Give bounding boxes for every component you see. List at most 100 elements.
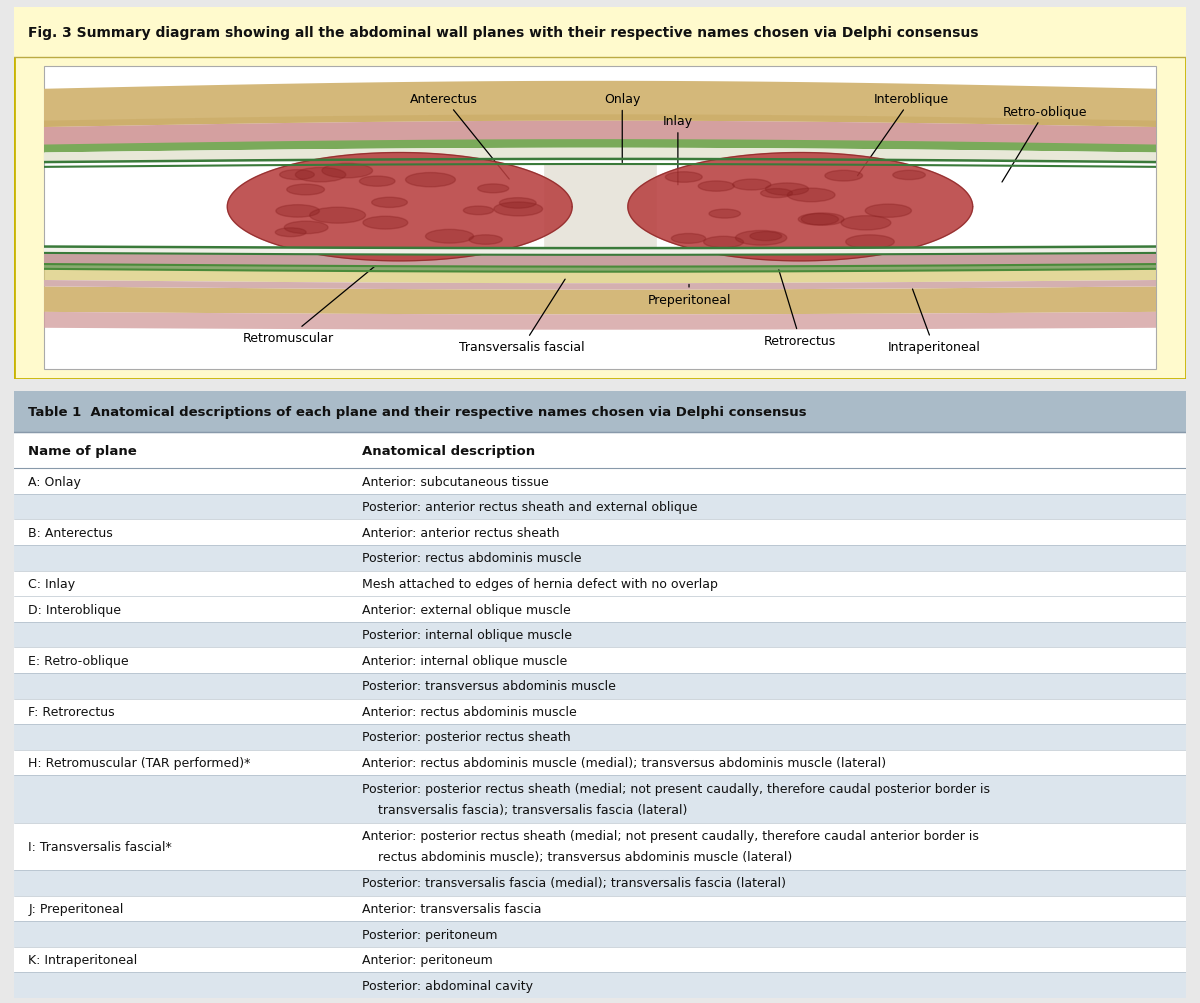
Text: Anterior: internal oblique muscle: Anterior: internal oblique muscle [362,654,568,667]
Text: Transversalis fascial: Transversalis fascial [460,280,584,354]
Circle shape [360,177,395,187]
Text: Posterior: posterior rectus sheath (medial; not present caudally, therefore caud: Posterior: posterior rectus sheath (medi… [362,782,990,795]
Text: F: Retrorectus: F: Retrorectus [29,705,115,718]
Circle shape [824,172,863,182]
Bar [14,520,1186,546]
Bar [14,947,1186,973]
Text: Intraperitoneal: Intraperitoneal [887,290,980,354]
Text: Onlay: Onlay [604,92,641,163]
Circle shape [841,217,890,231]
Circle shape [671,235,706,244]
Bar [14,822,1186,871]
Circle shape [494,203,542,217]
Text: Posterior: peritoneum: Posterior: peritoneum [362,928,498,941]
Circle shape [463,207,493,216]
Bar [14,648,1186,673]
Text: Interoblique: Interoblique [858,92,949,177]
Bar [14,973,1186,998]
Text: Anatomical description: Anatomical description [362,444,535,457]
Text: rectus abdominis muscle); transversus abdominis muscle (lateral): rectus abdominis muscle); transversus ab… [362,851,792,864]
Text: Retromuscular: Retromuscular [242,267,376,344]
Circle shape [766,184,809,196]
Circle shape [893,172,925,181]
Text: Posterior: posterior rectus sheath: Posterior: posterior rectus sheath [362,731,571,744]
Text: Posterior: rectus abdominis muscle: Posterior: rectus abdominis muscle [362,552,582,565]
Bar [14,494,1186,520]
Circle shape [287,185,324,196]
Bar [43,67,1157,370]
Circle shape [865,205,912,218]
Bar [14,622,1186,648]
Circle shape [469,236,503,245]
Circle shape [709,210,740,219]
Text: E: Retro-oblique: E: Retro-oblique [29,654,130,667]
Text: Anterectus: Anterectus [410,92,509,180]
Bar [14,724,1186,750]
Text: Posterior: internal oblique muscle: Posterior: internal oblique muscle [362,629,572,642]
Bar [14,391,1186,432]
Bar [14,571,1186,597]
Circle shape [426,230,474,244]
Circle shape [665,173,702,184]
Text: Anterior: rectus abdominis muscle (medial); transversus abdominis muscle (latera: Anterior: rectus abdominis muscle (media… [362,756,887,769]
Text: K: Intraperitoneal: K: Intraperitoneal [29,953,138,966]
Text: H: Retromuscular (TAR performed)*: H: Retromuscular (TAR performed)* [29,756,251,769]
Circle shape [798,215,839,226]
Circle shape [322,164,372,179]
Text: Anterior: external oblique muscle: Anterior: external oblique muscle [362,603,571,616]
Text: A: Onlay: A: Onlay [29,475,82,488]
Bar [14,673,1186,699]
Text: Name of plane: Name of plane [29,444,137,457]
Text: Retro-oblique: Retro-oblique [1002,105,1087,183]
Text: Posterior: anterior rectus sheath and external oblique: Posterior: anterior rectus sheath and ex… [362,500,697,514]
Bar [14,546,1186,571]
Circle shape [733,180,770,191]
Text: Posterior: transversus abdominis muscle: Posterior: transversus abdominis muscle [362,680,616,693]
Text: Anterior: peritoneum: Anterior: peritoneum [362,953,493,966]
Circle shape [499,199,536,209]
Bar [14,871,1186,896]
Text: Table 1  Anatomical descriptions of each plane and their respective names chosen: Table 1 Anatomical descriptions of each … [29,405,808,418]
Circle shape [787,189,835,203]
Circle shape [310,208,366,224]
Text: D: Interoblique: D: Interoblique [29,603,121,616]
Circle shape [736,232,787,246]
Text: Mesh attached to edges of hernia defect with no overlap: Mesh attached to edges of hernia defect … [362,578,718,591]
Text: Retrorectus: Retrorectus [764,271,836,348]
Bar [14,597,1186,622]
Bar [14,750,1186,775]
Text: Anterior: transversalis fascia: Anterior: transversalis fascia [362,902,541,915]
Circle shape [761,190,792,199]
Bar [14,432,1186,468]
Text: Posterior: abdominal cavity: Posterior: abdominal cavity [362,979,533,992]
Text: Anterior: rectus abdominis muscle: Anterior: rectus abdominis muscle [362,705,577,718]
Text: transversalis fascia); transversalis fascia (lateral): transversalis fascia); transversalis fas… [362,803,688,816]
Circle shape [802,214,844,226]
Text: J: Preperitoneal: J: Preperitoneal [29,902,124,915]
Circle shape [276,206,319,218]
Bar [14,922,1186,947]
Circle shape [284,222,328,235]
Text: B: Anterectus: B: Anterectus [29,527,113,540]
Circle shape [275,229,306,238]
Circle shape [698,182,734,192]
Bar [14,896,1186,922]
Circle shape [750,233,781,242]
Text: Fig. 3 Summary diagram showing all the abdominal wall planes with their respecti: Fig. 3 Summary diagram showing all the a… [29,26,979,40]
Circle shape [703,237,744,249]
Text: Preperitoneal: Preperitoneal [647,285,731,306]
Circle shape [280,171,314,181]
Bar [14,8,1186,58]
Circle shape [362,217,408,230]
Text: Posterior: transversalis fascia (medial); transversalis fascia (lateral): Posterior: transversalis fascia (medial)… [362,877,786,890]
Circle shape [478,185,509,194]
Polygon shape [628,153,973,262]
Circle shape [406,174,456,188]
Text: I: Transversalis fascial*: I: Transversalis fascial* [29,841,173,853]
Bar [14,775,1186,822]
Circle shape [372,198,407,209]
Circle shape [295,169,346,183]
Bar [14,468,1186,494]
Circle shape [846,236,894,250]
Text: Anterior: posterior rectus sheath (medial; not present caudally, therefore cauda: Anterior: posterior rectus sheath (media… [362,829,979,843]
